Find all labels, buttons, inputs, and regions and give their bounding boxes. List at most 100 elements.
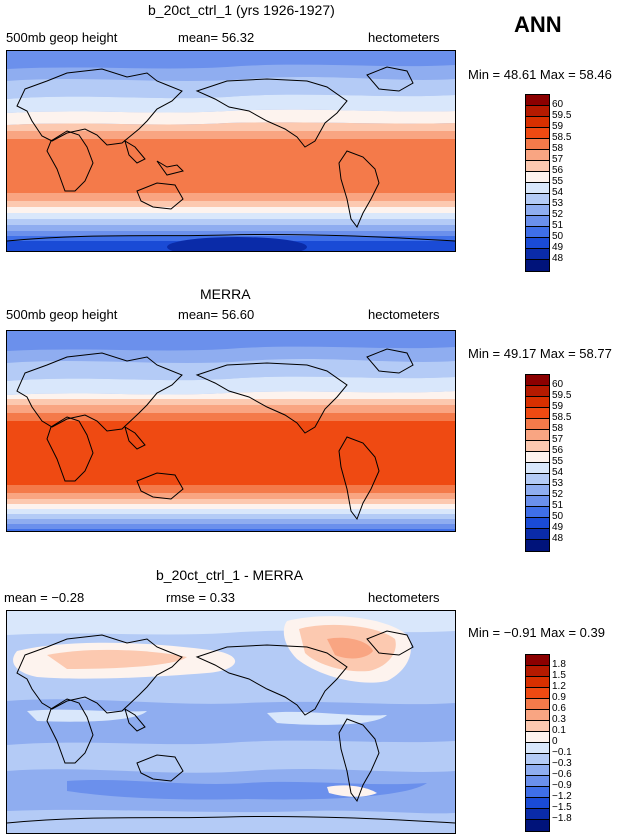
- colorbar-tick-label: −1.8: [552, 813, 572, 824]
- colorbar-tick-label: 58.5: [552, 412, 572, 423]
- colorbar-swatch: [526, 260, 549, 271]
- colorbar-tick-label: 52: [552, 489, 564, 500]
- colorbar-tick-label: 49: [552, 242, 564, 253]
- colorbar-swatch: [526, 172, 549, 183]
- colorbar-swatch: [526, 419, 549, 430]
- colorbar-tick-label: 1.5: [552, 670, 566, 681]
- colorbar-tick-label: 54: [552, 467, 564, 478]
- colorbar-tick-label: 59.5: [552, 390, 572, 401]
- colorbar-swatch: [526, 375, 549, 386]
- colorbar-swatch: [526, 721, 549, 732]
- colorbar-tick-label: 0.6: [552, 703, 566, 714]
- colorbar-tick-label: −0.6: [552, 769, 572, 780]
- colorbar-tick-label: 51: [552, 500, 564, 511]
- panel-3-title: b_20ct_ctrl_1 - MERRA: [156, 567, 304, 583]
- colorbar-tick-label: −0.1: [552, 747, 572, 758]
- colorbar-tick-label: 55: [552, 176, 564, 187]
- colorbar-swatch: [526, 452, 549, 463]
- colorbar-tick-label: 0.1: [552, 725, 566, 736]
- colorbar-swatch: [526, 754, 549, 765]
- colorbar-swatch: [526, 194, 549, 205]
- colorbar-swatch: [526, 485, 549, 496]
- colorbar-tick-label: 55: [552, 456, 564, 467]
- panel-1-units-label: hectometers: [368, 30, 440, 45]
- colorbar-swatch: [526, 496, 549, 507]
- colorbar-tick-label: −1.2: [552, 791, 572, 802]
- colorbar-swatch: [526, 106, 549, 117]
- colorbar-tick-label: −0.9: [552, 780, 572, 791]
- colorbar-swatch: [526, 507, 549, 518]
- colorbar-tick-label: 51: [552, 220, 564, 231]
- panel-1-minmax: Min = 48.61 Max = 58.46: [468, 67, 612, 82]
- colorbar-tick-label: 54: [552, 187, 564, 198]
- colorbar-tick-label: 0.9: [552, 692, 566, 703]
- colorbar-tick-label: 60: [552, 99, 564, 110]
- panel-2-contour-plot: [7, 331, 455, 531]
- colorbar-tick-label: 56: [552, 165, 564, 176]
- colorbar-tick-label: 56: [552, 445, 564, 456]
- colorbar-tick-label: 50: [552, 511, 564, 522]
- panel-1-map: [6, 50, 456, 252]
- colorbar-swatch: [526, 227, 549, 238]
- panel-2-minmax: Min = 49.17 Max = 58.77: [468, 346, 612, 361]
- colorbar-tick-label: 0: [552, 736, 558, 747]
- colorbar-tick-label: 59: [552, 121, 564, 132]
- colorbar-swatch: [526, 161, 549, 172]
- season-label: ANN: [514, 12, 562, 37]
- colorbar-swatch: [526, 95, 549, 106]
- panel-2-map: [6, 330, 456, 532]
- colorbar-swatch: [526, 798, 549, 809]
- colorbar-tick-label: 1.8: [552, 659, 566, 670]
- colorbar-swatch: [526, 688, 549, 699]
- panel-3-units-label: hectometers: [368, 590, 440, 605]
- colorbar-swatch: [526, 238, 549, 249]
- colorbar-tick-label: 1.2: [552, 681, 566, 692]
- panel-3-minmax: Min = −0.91 Max = 0.39: [468, 625, 605, 640]
- colorbar-tick-label: 58: [552, 143, 564, 154]
- panel-1-contour-plot: [7, 51, 455, 251]
- colorbar-tick-label: 59: [552, 401, 564, 412]
- colorbar-tick-label: 57: [552, 434, 564, 445]
- panel-2-colorbar: [525, 374, 550, 552]
- colorbar-swatch: [526, 666, 549, 677]
- colorbar-tick-label: 59.5: [552, 110, 572, 121]
- colorbar-swatch: [526, 397, 549, 408]
- panel-3-colorbar: [525, 654, 550, 832]
- colorbar-swatch: [526, 183, 549, 194]
- colorbar-swatch: [526, 441, 549, 452]
- colorbar-swatch: [526, 809, 549, 820]
- panel-2-variable-label: 500mb geop height: [6, 307, 118, 322]
- colorbar-swatch: [526, 205, 549, 216]
- colorbar-swatch: [526, 787, 549, 798]
- panel-1-variable-label: 500mb geop height: [6, 30, 118, 45]
- colorbar-swatch: [526, 710, 549, 721]
- colorbar-swatch: [526, 776, 549, 787]
- colorbar-tick-label: 48: [552, 533, 564, 544]
- colorbar-swatch: [526, 765, 549, 776]
- colorbar-tick-label: 53: [552, 198, 564, 209]
- colorbar-tick-label: −1.5: [552, 802, 572, 813]
- colorbar-swatch: [526, 117, 549, 128]
- colorbar-swatch: [526, 820, 549, 831]
- panel-3-contour-plot: [7, 611, 455, 833]
- colorbar-swatch: [526, 139, 549, 150]
- colorbar-tick-label: 52: [552, 209, 564, 220]
- colorbar-swatch: [526, 655, 549, 666]
- colorbar-tick-label: 0.3: [552, 714, 566, 725]
- colorbar-swatch: [526, 732, 549, 743]
- colorbar-swatch: [526, 216, 549, 227]
- colorbar-swatch: [526, 430, 549, 441]
- colorbar-tick-label: 60: [552, 379, 564, 390]
- colorbar-tick-label: 57: [552, 154, 564, 165]
- panel-1-title: b_20ct_ctrl_1 (yrs 1926-1927): [148, 2, 335, 18]
- colorbar-swatch: [526, 386, 549, 397]
- panel-1-mean-label: mean= 56.32: [178, 30, 255, 45]
- panel-2-title: MERRA: [200, 286, 251, 302]
- colorbar-swatch: [526, 529, 549, 540]
- colorbar-swatch: [526, 474, 549, 485]
- colorbar-swatch: [526, 463, 549, 474]
- panel-3-map: [6, 610, 456, 834]
- colorbar-swatch: [526, 699, 549, 710]
- panel-3-rmse-label: rmse = 0.33: [166, 590, 236, 605]
- colorbar-swatch: [526, 677, 549, 688]
